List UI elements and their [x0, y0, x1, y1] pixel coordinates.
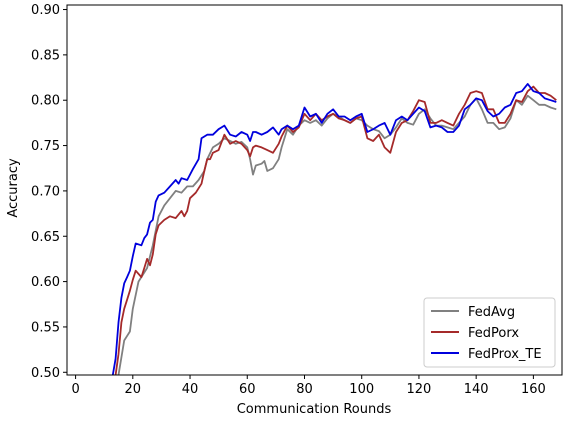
y-tick-label: 0.60 — [31, 275, 60, 290]
x-axis-label: Communication Rounds — [237, 402, 392, 417]
x-tick-label: 160 — [521, 382, 546, 397]
series-line-fedprox-te — [111, 83, 557, 375]
legend-box — [423, 297, 556, 368]
plot-area — [111, 83, 557, 375]
x-tick-label: 100 — [349, 382, 374, 397]
y-tick-label: 0.70 — [31, 184, 60, 199]
x-tick-label: 0 — [71, 382, 79, 397]
x-tick-label: 60 — [239, 382, 256, 397]
x-tick-label: 80 — [296, 382, 313, 397]
series-line-fedavg — [117, 94, 557, 375]
y-tick-label: 0.75 — [31, 139, 60, 154]
y-tick-label: 0.65 — [31, 230, 60, 245]
legend-label: FedPorx — [468, 326, 519, 341]
axes: 0 20 40 60 80 100 120 140 160 0.50 0.55 0.60 0.65 0.7… — [31, 3, 563, 397]
legend-label: FedAvg — [468, 305, 515, 320]
x-tick-label: 20 — [125, 382, 142, 397]
plot-frame — [66, 4, 563, 376]
legend: FedAvg FedPorx FedProx_TE — [423, 297, 556, 368]
y-tick-label: 0.55 — [31, 320, 60, 335]
x-tick-label: 140 — [464, 382, 489, 397]
legend-label: FedProx_TE — [468, 347, 542, 362]
series-line-fedporx — [114, 85, 557, 375]
x-tick-label: 120 — [407, 382, 432, 397]
y-tick-label: 0.50 — [31, 366, 60, 381]
y-tick-label: 0.90 — [31, 3, 60, 18]
y-axis-label: Accuracy — [6, 158, 21, 218]
y-tick-label: 0.80 — [31, 94, 60, 109]
x-tick-label: 40 — [182, 382, 199, 397]
y-tick-label: 0.85 — [31, 48, 60, 63]
